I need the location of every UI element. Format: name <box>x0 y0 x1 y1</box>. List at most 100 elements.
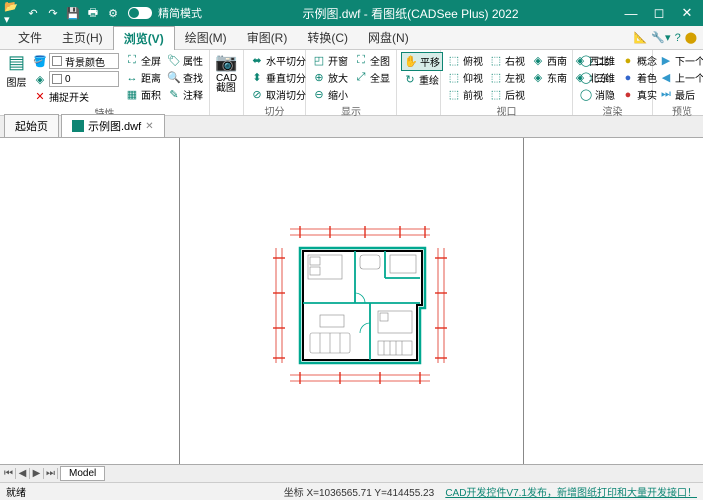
preview-prev[interactable]: ◀上一个 <box>657 69 703 86</box>
menu-1[interactable]: 主页(H) <box>52 26 113 50</box>
undo-icon[interactable]: ↶ <box>24 4 42 22</box>
ribbon-group-pan: ✋平移 ↻重绘 <box>397 50 441 115</box>
pan-icon: ✋ <box>404 55 418 69</box>
ribbon-group-properties: ▤ 图层 🪣 背景颜色 ◈ 0 ✕ 捕捉开关 ⛶全屏 ↔距离 <box>0 50 210 115</box>
distance-icon: ↔ <box>125 71 139 85</box>
status-bar: 就绪 坐标 X=1036565.71 Y=414455.23 CAD开发控件V7… <box>0 482 703 500</box>
measure-icon[interactable]: 📐 <box>634 31 648 44</box>
render-3d[interactable]: ◯三维 <box>577 69 617 86</box>
preview-last[interactable]: ⏭最后 <box>657 86 703 103</box>
render-wipe[interactable]: ◯消隐 <box>577 86 617 103</box>
menu-6[interactable]: 网盘(N) <box>358 26 419 50</box>
status-coords: 坐标 X=1036565.71 Y=414455.23 <box>284 488 435 499</box>
settings-icon[interactable]: ⚙ <box>104 4 122 22</box>
cad-screenshot-button[interactable]: 📷 CAD截图 <box>214 52 239 94</box>
cube-icon: ⬚ <box>447 71 461 85</box>
close-button[interactable]: ✕ <box>675 3 699 23</box>
bucket-icon: 🪣 <box>33 54 47 68</box>
drawing-canvas[interactable] <box>0 138 703 464</box>
open-icon[interactable]: 📂▾ <box>4 4 22 22</box>
last-icon: ⏭ <box>659 88 673 102</box>
render-2d[interactable]: ◯二维 <box>577 52 617 69</box>
layer-zero-combo[interactable]: ◈ 0 <box>31 70 121 88</box>
menu-bar: 文件主页(H)浏览(V)绘图(M)审图(R)转换(C)网盘(N) 📐 🔧▾ ? … <box>0 26 703 50</box>
sheet-next[interactable]: ▶ <box>30 468 44 479</box>
menu-2[interactable]: 浏览(V) <box>113 26 175 50</box>
print-icon[interactable]: 🖶 <box>84 4 102 22</box>
zoom-fit-button[interactable]: ⛶全图 <box>352 52 392 69</box>
redo-icon[interactable]: ↷ <box>44 4 62 22</box>
cancel-icon: ⊘ <box>250 88 264 102</box>
view-sw[interactable]: ◈西南 <box>529 52 569 69</box>
view-se[interactable]: ◈东南 <box>529 69 569 86</box>
floorplan-drawing <box>270 223 450 388</box>
save-icon[interactable]: 💾 <box>64 4 82 22</box>
minimize-button[interactable]: — <box>619 3 643 23</box>
group-label-cut: 切分 <box>248 103 301 119</box>
zoomall-icon: ⤢ <box>354 71 368 85</box>
menu-3[interactable]: 绘图(M) <box>175 26 237 50</box>
vcut-button[interactable]: ⬍垂直切分 <box>248 69 308 86</box>
zoom-out-button[interactable]: ⊖缩小 <box>310 86 350 103</box>
view-rear[interactable]: ⬚后视 <box>487 86 527 103</box>
snap-switch[interactable]: ✕ 捕捉开关 <box>31 88 121 105</box>
area-button[interactable]: ▦面积 <box>123 86 163 103</box>
tab-start[interactable]: 起始页 <box>4 114 59 137</box>
document-tabs: 起始页 示例图.dwf ✕ <box>0 116 703 138</box>
menu-5[interactable]: 转换(C) <box>297 26 358 50</box>
cancelcut-button[interactable]: ⊘取消切分 <box>248 86 308 103</box>
redraw-button[interactable]: ↻重绘 <box>401 71 443 88</box>
attr-button[interactable]: 🏷属性 <box>165 52 205 69</box>
tab-document[interactable]: 示例图.dwf ✕ <box>61 114 165 137</box>
snap-icon: ✕ <box>33 90 47 104</box>
pan-button[interactable]: ✋平移 <box>401 52 443 71</box>
open-window-button[interactable]: ◰开窗 <box>310 52 350 69</box>
wrench-icon[interactable]: 🔧▾ <box>651 31 670 44</box>
view-vside[interactable]: ⬚仰视 <box>445 69 485 86</box>
find-button[interactable]: 🔍查找 <box>165 69 205 86</box>
quick-access-toolbar: 📂▾ ↶ ↷ 💾 🖶 ⚙ 精简模式 <box>4 4 202 22</box>
status-link[interactable]: CAD开发控件V7.1发布，新增图纸打印和大量开发接口！ <box>445 488 697 499</box>
group-label-show: 显示 <box>310 103 392 119</box>
dot-icon: ● <box>621 88 635 102</box>
fullscreen-button[interactable]: ⛶全屏 <box>123 52 163 69</box>
status-ready: 就绪 <box>6 484 26 499</box>
view-left[interactable]: ⬚左视 <box>487 69 527 86</box>
mode-label: 精简模式 <box>158 5 202 21</box>
ribbon: ▤ 图层 🪣 背景颜色 ◈ 0 ✕ 捕捉开关 ⛶全屏 ↔距离 <box>0 50 703 116</box>
info-icon[interactable]: ⬤ <box>685 31 697 44</box>
view-top[interactable]: ⬚俯视 <box>445 52 485 69</box>
view-right[interactable]: ⬚右视 <box>487 52 527 69</box>
ribbon-group-viewport: ⬚俯视 ⬚仰视 ⬚前视 ⬚右视 ⬚左视 ⬚后视 ◈西南 ◈东南 ◈西北 ◈北东 … <box>441 50 573 115</box>
mode-toggle[interactable] <box>128 7 152 19</box>
annot-button[interactable]: ✎注释 <box>165 86 205 103</box>
sheet-model[interactable]: Model <box>60 466 105 481</box>
prev-icon: ◀ <box>659 71 673 85</box>
tab-close-icon[interactable]: ✕ <box>145 121 153 132</box>
menu-4[interactable]: 审图(R) <box>237 26 298 50</box>
menu-0[interactable]: 文件 <box>8 26 52 50</box>
cube-icon: ◈ <box>531 54 545 68</box>
group-label-render: 渲染 <box>577 103 648 119</box>
cube-icon: ⬚ <box>489 88 503 102</box>
distance-button[interactable]: ↔距离 <box>123 69 163 86</box>
hcut-button[interactable]: ⬌水平切分 <box>248 52 308 69</box>
zoom-all-button[interactable]: ⤢全显 <box>352 69 392 86</box>
maximize-button[interactable]: ◻ <box>647 3 671 23</box>
zoom-in-button[interactable]: ⊕放大 <box>310 69 350 86</box>
camera-icon: 📷 <box>215 52 237 73</box>
dot-icon: ◯ <box>579 54 593 68</box>
sheet-last[interactable]: ⏭ <box>44 468 58 479</box>
doc-icon <box>72 120 84 132</box>
bg-color-combo[interactable]: 🪣 背景颜色 <box>31 52 121 70</box>
page-area <box>179 138 524 464</box>
sheet-prev[interactable]: ◀ <box>16 468 30 479</box>
help-icon[interactable]: ? <box>675 32 681 44</box>
zoomout-icon: ⊖ <box>312 88 326 102</box>
cube-icon: ⬚ <box>447 54 461 68</box>
ribbon-group-cad: 📷 CAD截图 <box>210 50 244 115</box>
preview-next[interactable]: ▶下一个 <box>657 52 703 69</box>
view-front[interactable]: ⬚前视 <box>445 86 485 103</box>
layer-button[interactable]: ▤ 图层 <box>4 52 29 89</box>
sheet-first[interactable]: ⏮ <box>2 468 16 479</box>
